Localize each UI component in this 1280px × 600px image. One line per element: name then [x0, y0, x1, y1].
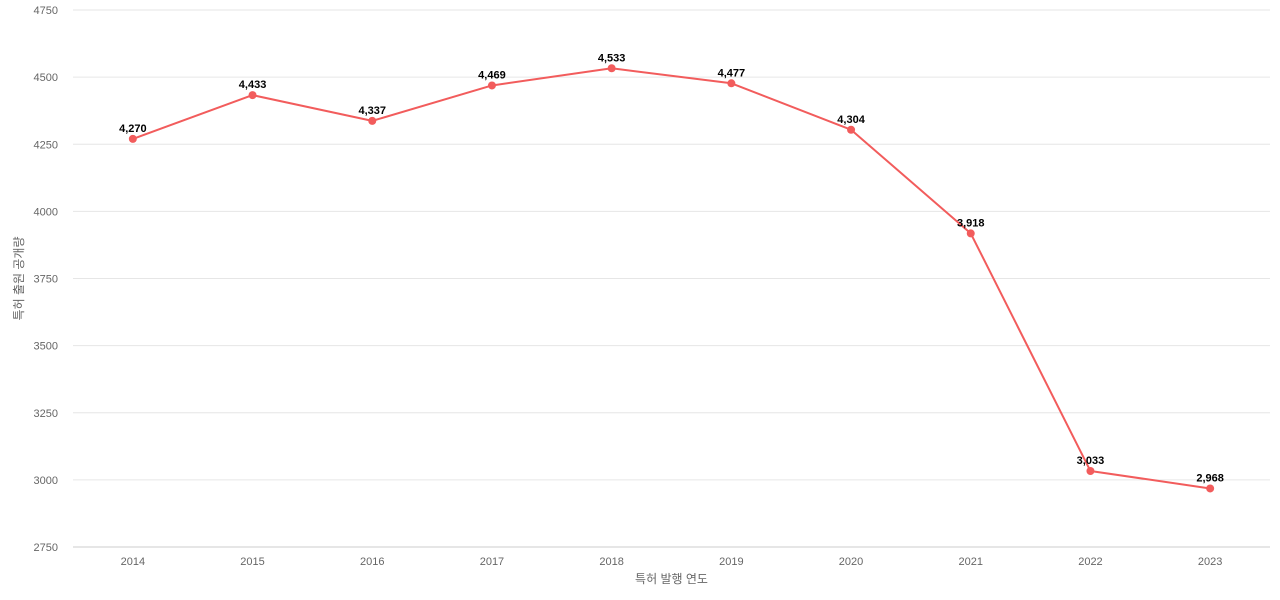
y-axis-title: 특허 출원 공개량	[12, 237, 26, 321]
data-point[interactable]	[128, 134, 137, 143]
grid-lines	[73, 9, 1270, 481]
y-tick-label: 3250	[34, 408, 58, 420]
y-tick-label: 4500	[34, 72, 58, 84]
series-line	[132, 67, 1211, 490]
data-label: 3,918	[957, 217, 985, 229]
data-label: 4,477	[718, 67, 746, 79]
x-tick-label: 2016	[360, 556, 384, 568]
x-axis-title: 특허 발행 연도	[635, 571, 708, 586]
y-tick-label: 2750	[34, 542, 58, 554]
x-axis-ticks: 2014 2015 2016 2017 2018 2019 2020 2021 2022 2023	[121, 556, 1223, 568]
y-axis-ticks: 2750 3000 3250 3500 3750 4000 4250 4500 4750	[34, 5, 58, 554]
data-point[interactable]	[487, 81, 496, 90]
data-point[interactable]	[1086, 467, 1095, 476]
y-tick-label: 3000	[34, 475, 58, 487]
data-point[interactable]	[966, 229, 975, 238]
data-point[interactable]	[847, 125, 856, 134]
x-tick-label: 2017	[480, 556, 504, 568]
data-point[interactable]	[1206, 484, 1215, 493]
series-group: 4,270 4,433 4,337 4,469 4,533 4,477 4,304 3,918…	[119, 52, 1224, 493]
y-tick-label: 4000	[34, 206, 58, 218]
data-label: 3,033	[1077, 455, 1105, 467]
data-label: 4,533	[598, 52, 626, 64]
x-tick-label: 2019	[719, 556, 743, 568]
y-tick-label: 4750	[34, 5, 58, 17]
y-tick-label: 4250	[34, 139, 58, 151]
y-tick-label: 3750	[34, 274, 58, 286]
data-point[interactable]	[607, 64, 616, 73]
x-tick-label: 2018	[599, 556, 623, 568]
x-tick-label: 2015	[240, 556, 264, 568]
x-tick-label: 2020	[839, 556, 863, 568]
data-label: 4,469	[478, 69, 506, 81]
data-label: 4,337	[358, 105, 386, 117]
data-point[interactable]	[727, 79, 736, 88]
data-label: 4,433	[239, 79, 267, 91]
y-tick-label: 3500	[34, 341, 58, 353]
data-label: 4,270	[119, 123, 147, 135]
x-tick-label: 2014	[121, 556, 145, 568]
data-label: 4,304	[837, 114, 865, 126]
x-tick-label: 2022	[1078, 556, 1102, 568]
x-tick-label: 2023	[1198, 556, 1222, 568]
data-point[interactable]	[248, 91, 257, 100]
x-tick-label: 2021	[959, 556, 983, 568]
data-label: 2,968	[1196, 472, 1224, 484]
data-point[interactable]	[368, 116, 377, 125]
